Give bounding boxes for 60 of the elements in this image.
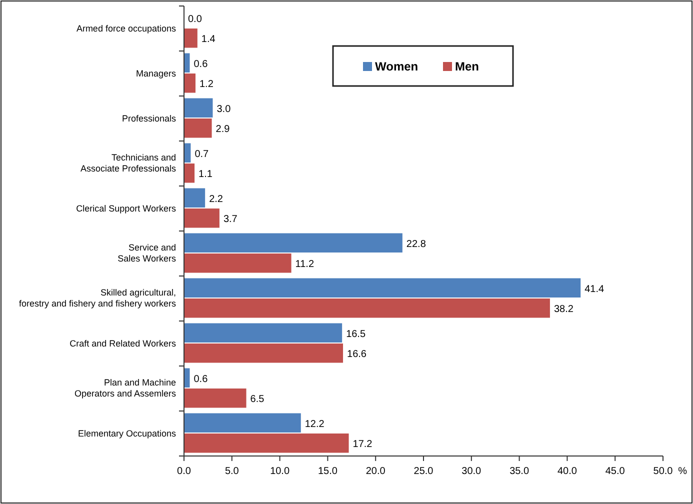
x-tick-label: 45.0 [605,466,626,477]
data-label: 11.2 [295,259,314,270]
x-tick-label: 5.0 [224,466,240,477]
x-tick-label: 15.0 [318,466,338,477]
data-label: 1.1 [198,169,213,180]
y-tick-label: Managers [136,68,176,79]
x-tick-label: 40.0 [557,466,578,477]
x-tick-label: 35.0 [510,466,530,477]
data-label: 2.9 [216,124,230,136]
y-tick-label: Service and Sales Workers [118,242,176,264]
data-label: 0.0 [188,14,202,25]
y-tick-label: Craft and Related Workers [70,338,176,349]
bar [184,323,342,342]
bar [184,278,581,298]
x-axis-title: % [678,466,688,477]
y-tick-label: Skilled agricultural, forestry and fishery and fishery workers [18,288,176,308]
data-label: 22.8 [406,238,426,250]
x-tick-label: 10.0 [270,466,290,477]
data-label: 1.4 [201,34,216,46]
bar [184,208,220,228]
x-tick-label: 20.0 [366,466,386,477]
data-label: 3.7 [223,214,238,226]
y-tick-label: Professionals [122,114,176,124]
bar [184,164,195,183]
data-label: 6.5 [250,394,265,406]
data-label: 0.6 [194,374,208,385]
y-tick-label: Technicians and Associate Professionals [80,152,176,174]
x-tick-label: 50.0 [653,466,674,477]
data-label: 0.7 [194,148,210,160]
bar [184,233,402,252]
data-label: 3.0 [216,104,232,115]
y-tick-label: Armed force occupations [76,24,176,34]
data-label: 1.2 [199,79,214,90]
bar [184,298,550,318]
legend-label: Women [375,60,418,74]
data-label: 16.5 [346,328,366,340]
legend-label: Men [455,60,479,74]
data-label: 17.2 [352,439,373,450]
data-label: 41.4 [584,284,605,295]
data-label: 12.2 [304,418,325,430]
bar [184,413,301,432]
bar [184,98,213,118]
data-label: 2.2 [209,194,224,205]
x-tick-label: 0.0 [177,466,192,477]
bar [184,254,292,273]
y-tick-label: Clerical Support Workers [76,204,176,214]
bar [184,434,349,453]
y-tick-label: Plan and Machine Operators and Assemlers [74,378,176,398]
x-tick-label: 30.0 [462,466,482,477]
data-label: 16.6 [347,349,367,360]
bar [184,188,206,208]
bar [184,388,246,408]
bar [184,74,196,93]
data-label: 0.6 [194,58,208,70]
y-tick-label: Elementary Occupations [78,428,176,439]
bar [184,28,198,48]
data-label: 38.2 [554,304,574,316]
bar [184,118,212,138]
x-tick-label: 25.0 [414,466,434,477]
bar [184,344,344,363]
